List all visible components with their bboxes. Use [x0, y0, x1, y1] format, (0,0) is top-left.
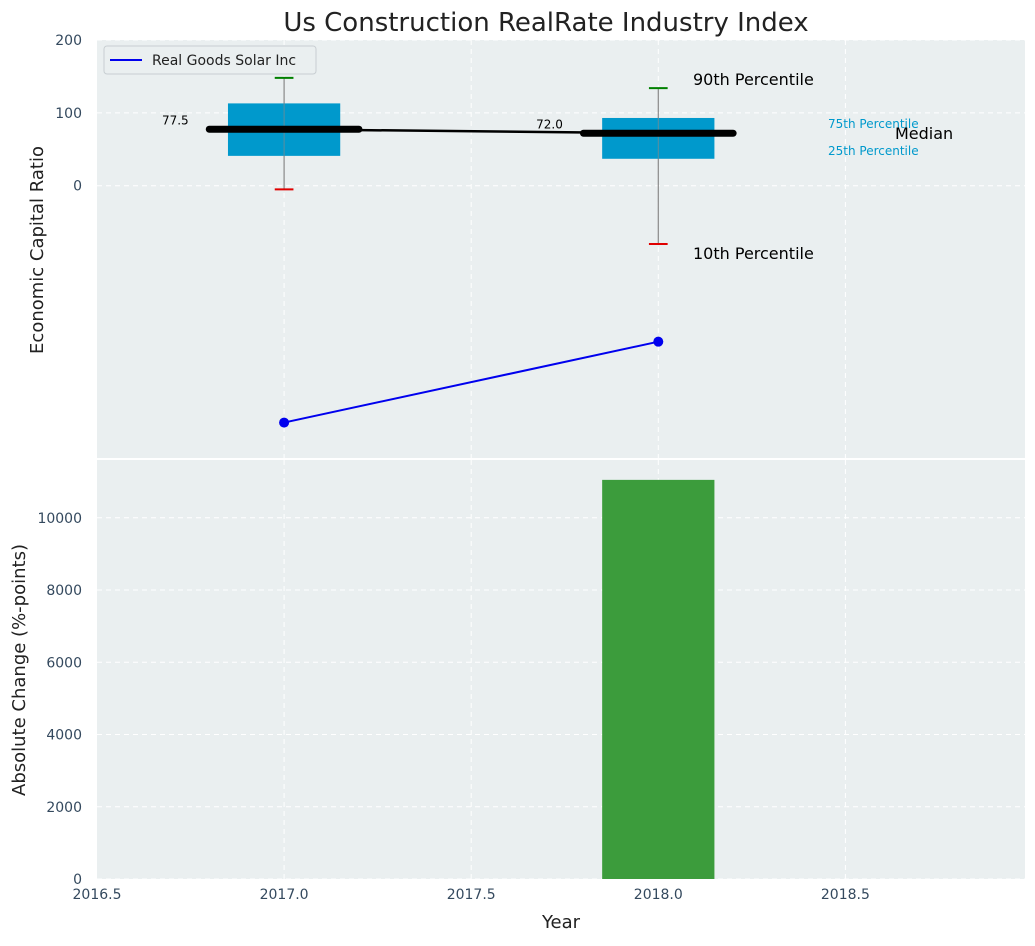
- p75-annotation: 75th Percentile: [828, 117, 919, 131]
- legend: Real Goods Solar Inc: [103, 45, 317, 75]
- top-y-axis-label: Economic Capital Ratio: [27, 146, 48, 354]
- top-y-tick-label: 200: [55, 33, 82, 49]
- change-bar: [602, 479, 715, 879]
- company-series-point: [279, 417, 290, 428]
- bottom-y-tick-label: 10000: [37, 511, 82, 527]
- chart-title: Us Construction RealRate Industry Index: [283, 8, 808, 38]
- legend-entry-label: Real Goods Solar Inc: [152, 53, 296, 69]
- bottom-y-tick-label: 4000: [46, 728, 82, 744]
- median-value-label: 72.0: [536, 117, 563, 131]
- p25-annotation: 25th Percentile: [828, 144, 919, 158]
- x-tick-label: 2017.5: [447, 887, 496, 903]
- x-tick-label: 2018.0: [634, 887, 683, 903]
- bottom-y-axis-label: Absolute Change (%-points): [9, 544, 30, 796]
- bottom-y-tick-label: 0: [73, 872, 82, 888]
- bottom-y-ticks: 0 2000 4000 6000 8000 10000: [37, 511, 82, 888]
- p90-annotation: 90th Percentile: [693, 70, 814, 89]
- top-y-ticks: 200 100 0: [55, 33, 82, 195]
- bottom-plot-marks: [602, 479, 715, 879]
- bottom-y-tick-label: 2000: [46, 800, 82, 816]
- x-tick-label: 2016.5: [73, 887, 122, 903]
- median-annotation: Median: [895, 124, 953, 143]
- x-tick-label: 2018.5: [821, 887, 870, 903]
- bottom-y-tick-label: 6000: [46, 655, 82, 671]
- top-axes-background: [97, 40, 1025, 459]
- x-tick-label: 2017.0: [260, 887, 309, 903]
- top-y-tick-label: 100: [55, 106, 82, 122]
- bottom-y-tick-label: 8000: [46, 583, 82, 599]
- median-value-label: 77.5: [162, 113, 189, 127]
- top-plot-marks: 77.5 72.0 90th Percentile 10th Percentile 75…: [162, 70, 953, 428]
- bottom-axes-background: [97, 460, 1025, 879]
- legend-box: [103, 45, 317, 75]
- x-ticks: 2016.5 2017.0 2017.5 2018.0 2018.5: [73, 887, 870, 903]
- top-y-tick-label: 0: [73, 179, 82, 195]
- p10-annotation: 10th Percentile: [693, 244, 814, 263]
- company-series-point: [653, 336, 664, 347]
- x-axis-label: Year: [541, 912, 581, 933]
- company-series-line: [283, 340, 659, 424]
